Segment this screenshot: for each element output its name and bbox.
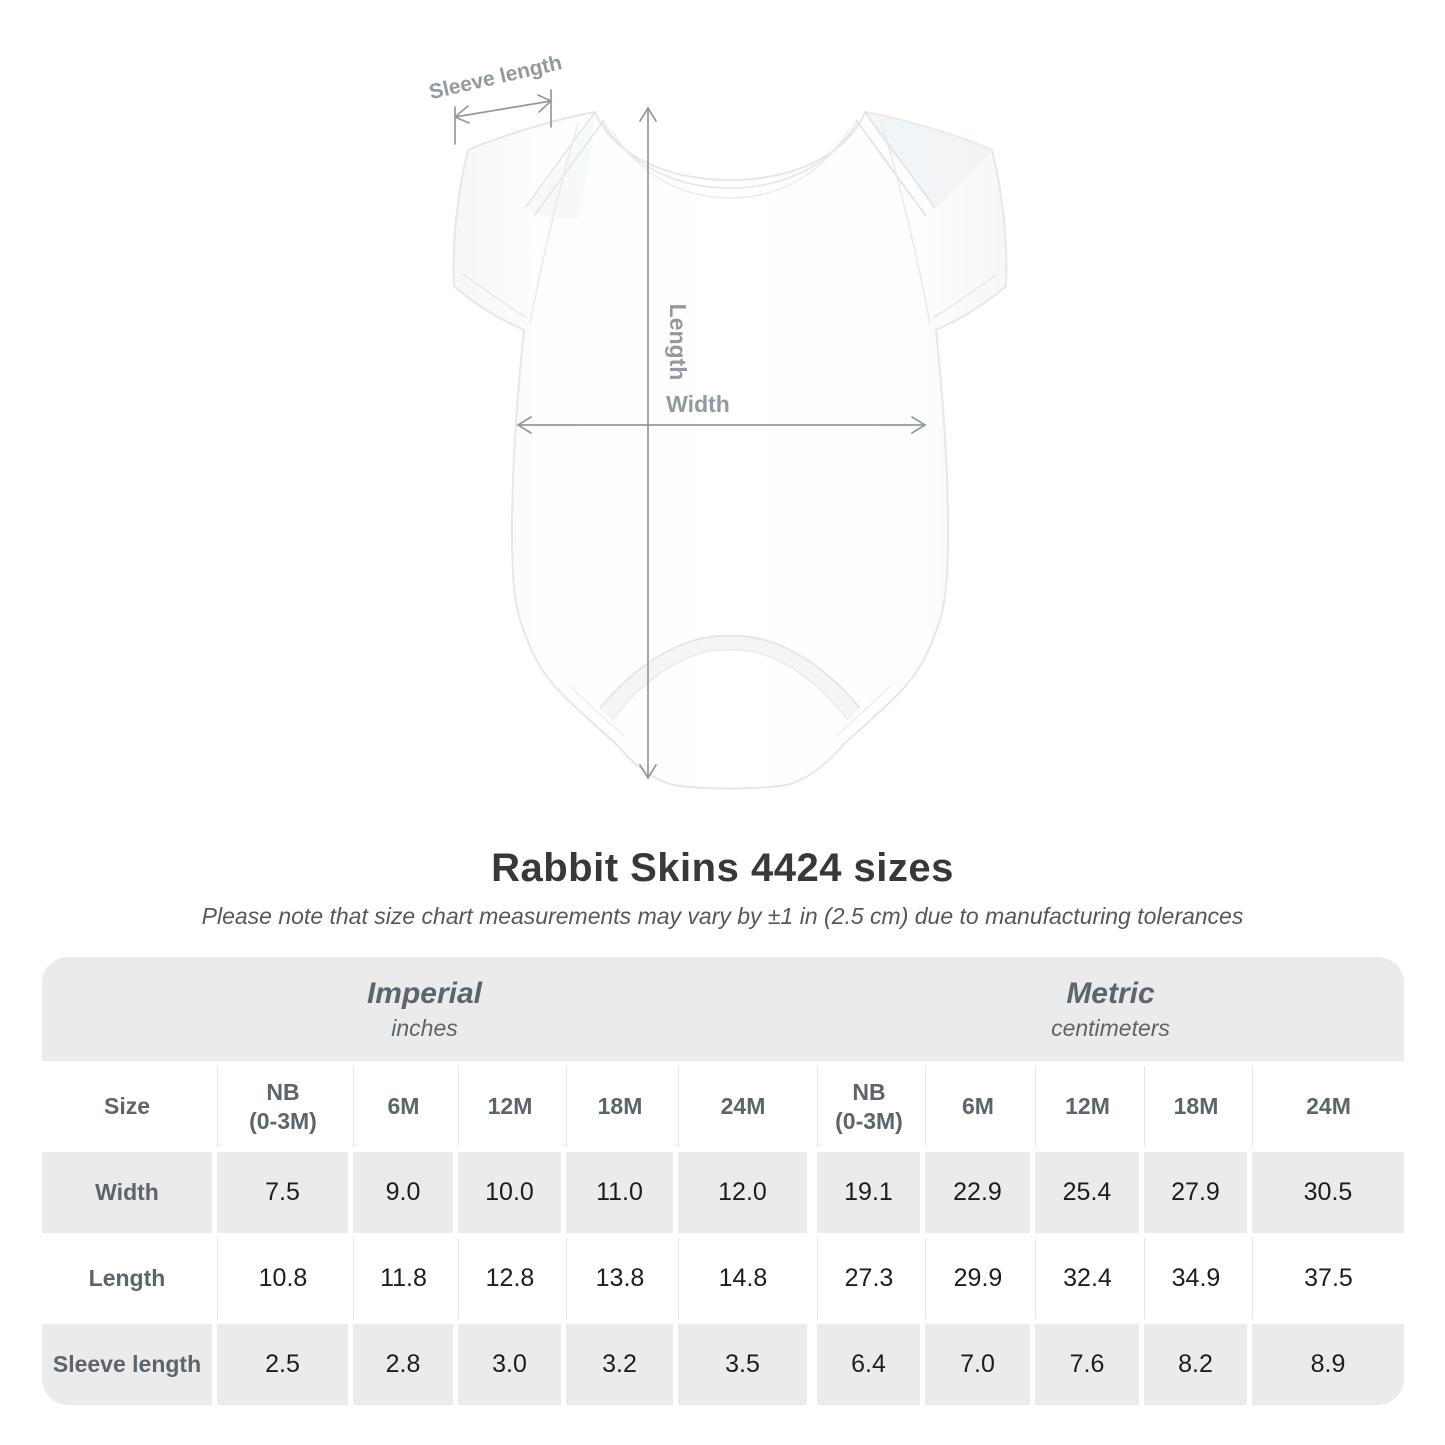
table-cell: 30.5 (1252, 1152, 1404, 1233)
table-cell: 7.6 (1035, 1324, 1139, 1405)
bodysuit-diagram: Sleeve length Length Width (427, 51, 1030, 805)
column-header: 24M (678, 1066, 807, 1147)
crotch-flap-binding (611, 649, 849, 721)
group-gap (807, 957, 817, 1061)
table-cell: 6.4 (817, 1324, 920, 1405)
right-sleeve-seam (881, 123, 931, 325)
left-lap-flap-edge (524, 111, 605, 217)
bodysuit-garment (452, 111, 1008, 790)
table-cell: 10.8 (217, 1238, 348, 1319)
column-header: NB (0-3M) (217, 1066, 348, 1147)
table-cell: 27.3 (817, 1238, 920, 1319)
imperial-group-header: Imperial inches (42, 957, 807, 1061)
table-cell: 27.9 (1144, 1152, 1247, 1233)
row-label-length: Length (88, 1265, 166, 1291)
table-cell: 11.0 (566, 1152, 673, 1233)
bodysuit-illustration: Sleeve length Length Width (427, 51, 1008, 790)
metric-group-label: Metric (1066, 976, 1155, 1010)
column-header: 6M (925, 1066, 1030, 1147)
table-cell: 3.0 (458, 1324, 561, 1405)
table-cell: 9.0 (353, 1152, 453, 1233)
right-sleeve-hem (932, 273, 998, 319)
table-cell: 12.0 (678, 1152, 807, 1233)
column-header: 18M (1144, 1066, 1247, 1147)
row-label-width: Width (42, 1152, 212, 1233)
table-cell: 13.8 (566, 1238, 673, 1319)
table-cell: 2.8 (353, 1324, 453, 1405)
table-cell: 25.4 (1035, 1152, 1139, 1233)
row-label-sleeve-length: Sleeve length (42, 1324, 212, 1405)
table-cell: 11.8 (353, 1238, 453, 1319)
neck-ribbing-inner (610, 128, 850, 199)
column-header: 12M (458, 1066, 561, 1147)
table-cell: 12.8 (458, 1238, 561, 1319)
table-cell: 10.0 (458, 1152, 561, 1233)
table-cell: 8.2 (1144, 1324, 1247, 1405)
right-lap-flap-edge (855, 111, 936, 217)
table-cell: 7.0 (925, 1324, 1030, 1405)
table-cell: 29.9 (925, 1238, 1030, 1319)
column-header: NB (0-3M) (817, 1066, 920, 1147)
measurement-annotations (453, 89, 927, 780)
length-arrow (639, 106, 657, 780)
metric-group-unit: centimeters (1051, 1014, 1170, 1041)
width-label: Width (666, 391, 730, 417)
size-grid: Size NB (0-3M) 6M 12M 18M 24M NB (0-3M) … (42, 1066, 1404, 1405)
metric-group-header: Metric centimeters (817, 957, 1404, 1061)
column-header: 12M (1035, 1066, 1139, 1147)
imperial-group-label: Imperial (366, 976, 483, 1010)
table-cell: 2.5 (217, 1324, 348, 1405)
left-flap-shadow (525, 112, 595, 219)
right-flap-shadow (865, 112, 992, 208)
table-cell: 7.5 (217, 1152, 348, 1233)
table-cell: 19.1 (817, 1152, 920, 1233)
table-cell: 14.8 (678, 1238, 807, 1319)
unit-group-band: Imperial inches Metric centimeters (42, 957, 1404, 1061)
tolerance-note: Please note that size chart measurements… (201, 903, 1244, 929)
crotch-shadow (600, 635, 860, 720)
table-cell: 37.5 (1252, 1238, 1404, 1319)
column-header: 24M (1252, 1066, 1404, 1147)
table-cell: 22.9 (925, 1152, 1030, 1233)
length-label: Length (665, 304, 691, 381)
imperial-group-unit: inches (391, 1014, 458, 1041)
width-arrow (516, 416, 927, 434)
size-table: Imperial inches Metric centimeters Size … (42, 957, 1404, 1405)
page-title: Rabbit Skins 4424 sizes (491, 846, 954, 890)
column-header: 6M (353, 1066, 453, 1147)
table-cell: 32.4 (1035, 1238, 1139, 1319)
crotch-flap-edge (599, 634, 861, 709)
left-leg-binding (569, 685, 625, 737)
sleeve-length-label: Sleeve length (427, 51, 564, 104)
table-cell: 8.9 (1252, 1324, 1404, 1405)
right-leg-binding (835, 685, 891, 737)
table-cell: 3.2 (566, 1324, 673, 1405)
table-cell: 34.9 (1144, 1238, 1247, 1319)
column-header: 18M (566, 1066, 673, 1147)
table-cell: 3.5 (678, 1324, 807, 1405)
column-header-size: Size (103, 1093, 151, 1120)
left-sleeve-hem (462, 273, 528, 319)
sleeve-length-arrow (453, 89, 553, 145)
left-sleeve-seam (529, 123, 579, 325)
